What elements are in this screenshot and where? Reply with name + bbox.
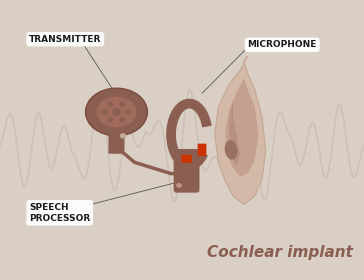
Circle shape [120, 134, 126, 138]
FancyBboxPatch shape [198, 144, 206, 156]
Circle shape [120, 102, 124, 106]
Ellipse shape [225, 140, 238, 160]
Circle shape [86, 88, 147, 136]
Text: Cochlear implant: Cochlear implant [207, 244, 353, 260]
Polygon shape [229, 101, 240, 165]
FancyBboxPatch shape [108, 133, 124, 154]
Circle shape [113, 109, 120, 115]
Text: MICROPHONE: MICROPHONE [248, 40, 317, 49]
Circle shape [126, 110, 130, 114]
Circle shape [108, 118, 113, 122]
Circle shape [108, 102, 113, 106]
FancyBboxPatch shape [174, 149, 199, 193]
Text: TRANSMITTER: TRANSMITTER [29, 35, 102, 44]
Circle shape [177, 184, 181, 187]
Text: SPEECH
PROCESSOR: SPEECH PROCESSOR [29, 203, 90, 223]
Circle shape [120, 118, 124, 122]
FancyBboxPatch shape [181, 155, 192, 163]
Circle shape [96, 97, 136, 127]
Circle shape [103, 110, 107, 114]
Polygon shape [215, 56, 266, 204]
Polygon shape [226, 78, 258, 176]
